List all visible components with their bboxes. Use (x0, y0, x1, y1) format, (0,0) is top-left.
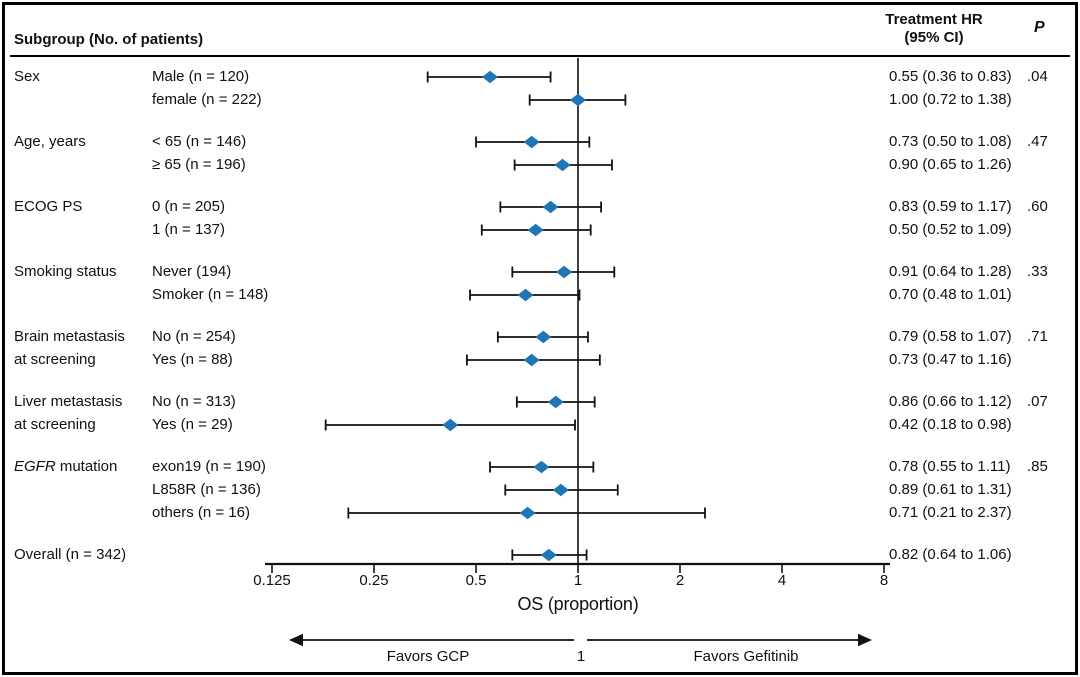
hr-ci-text: 1.00 (0.72 to 1.38) (889, 91, 1012, 108)
x-axis-title: OS (proportion) (517, 594, 639, 614)
hr-ci-text: 0.73 (0.50 to 1.08) (889, 133, 1012, 150)
hr-diamond-marker (554, 158, 571, 172)
x-axis-tick-label: 8 (879, 572, 889, 589)
row-label: Never (194) (152, 263, 232, 280)
row-label: others (n = 16) (152, 504, 250, 521)
hr-ci-text: 0.86 (0.66 to 1.12) (889, 393, 1012, 410)
hr-diamond-marker (519, 506, 536, 520)
x-axis-tick-label: 4 (777, 572, 787, 589)
group-label: Age, years (14, 133, 86, 150)
group-label: at screening (14, 351, 96, 368)
p-value-text: .07 (1027, 393, 1048, 410)
row-label: Smoker (n = 148) (152, 286, 269, 303)
header-separator-line (10, 55, 1070, 57)
group-label: Liver metastasis (14, 393, 123, 410)
hr-diamond-marker (542, 200, 559, 214)
row-label: female (n = 222) (152, 91, 262, 108)
group-label: ECOG PS (14, 198, 83, 215)
group-label: at screening (14, 416, 96, 433)
hr-ci-text: 0.83 (0.59 to 1.17) (889, 198, 1012, 215)
x-axis-tick-label: 2 (675, 572, 685, 589)
hr-ci-text: 0.55 (0.36 to 0.83) (889, 68, 1012, 85)
favors-left-arrowhead-icon (289, 633, 303, 647)
row-label: L858R (n = 136) (152, 481, 261, 498)
row-label: Male (n = 120) (152, 68, 250, 85)
p-value-text: .85 (1027, 458, 1048, 475)
hr-diamond-marker (570, 93, 586, 107)
row-label: Yes (n = 88) (152, 351, 233, 368)
hr-ci-text: 0.91 (0.64 to 1.28) (889, 263, 1012, 280)
row-label: 0 (n = 205) (152, 198, 225, 215)
hr-ci-text: 0.89 (0.61 to 1.31) (889, 481, 1012, 498)
p-value-text: .33 (1027, 263, 1048, 280)
hr-ci-text: 0.42 (0.18 to 0.98) (889, 416, 1012, 433)
row-label: Yes (n = 29) (152, 416, 233, 433)
hr-ci-text: 0.50 (0.52 to 1.09) (889, 221, 1012, 238)
p-value-header: P (1034, 19, 1045, 36)
p-value-text: .47 (1027, 133, 1048, 150)
group-label: Sex (14, 68, 40, 85)
hr-diamond-marker (535, 330, 552, 344)
hr-diamond-marker (442, 418, 459, 432)
hr-diamond-marker (547, 395, 564, 409)
hr-diamond-marker (523, 135, 540, 149)
row-label: 1 (n = 137) (152, 221, 225, 238)
hr-ci-text: 0.70 (0.48 to 1.01) (889, 286, 1012, 303)
group-label: Brain metastasis (14, 328, 125, 345)
group-label: Smoking status (14, 263, 117, 280)
hr-diamond-marker (552, 483, 569, 497)
p-value-text: .60 (1027, 198, 1048, 215)
hr-diamond-marker (517, 288, 534, 302)
treatment-hr-header-line1: Treatment HR (885, 11, 983, 28)
x-axis-tick-label: 0.5 (465, 572, 487, 589)
hr-diamond-marker (556, 265, 573, 279)
hr-ci-text: 0.71 (0.21 to 2.37) (889, 504, 1012, 521)
favors-gefitinib-label: Favors Gefitinib (693, 648, 799, 665)
row-label: < 65 (n = 146) (152, 133, 247, 150)
row-label: exon19 (n = 190) (152, 458, 266, 475)
subgroup-header: Subgroup (No. of patients) (14, 31, 204, 48)
p-value-text: .04 (1027, 68, 1048, 85)
x-axis-tick-label: 0.25 (359, 572, 389, 589)
treatment-hr-header: Treatment HR (95% CI) (854, 11, 1014, 47)
treatment-hr-header-line2: (95% CI) (904, 29, 964, 46)
x-axis-tick-label: 0.125 (253, 572, 291, 589)
row-label: No (n = 313) (152, 393, 236, 410)
hr-ci-text: 0.90 (0.65 to 1.26) (889, 156, 1012, 173)
p-value-text: .71 (1027, 328, 1048, 345)
hr-diamond-marker (527, 223, 544, 237)
hr-diamond-marker (523, 353, 540, 367)
hr-diamond-marker (482, 70, 499, 84)
x-axis-tick-label: 1 (573, 572, 583, 589)
favors-right-arrowhead-icon (858, 633, 872, 647)
row-label: ≥ 65 (n = 196) (152, 156, 246, 173)
hr-ci-text: 0.73 (0.47 to 1.16) (889, 351, 1012, 368)
group-label: EGFR mutation (14, 458, 118, 475)
hr-ci-text: 0.82 (0.64 to 1.06) (889, 546, 1012, 563)
group-label: Overall (n = 342) (14, 546, 127, 563)
favors-gcp-label: Favors GCP (386, 648, 470, 665)
hr-diamond-marker (540, 548, 557, 562)
hr-diamond-marker (533, 460, 550, 474)
hr-ci-text: 0.79 (0.58 to 1.07) (889, 328, 1012, 345)
hr-ci-text: 0.78 (0.55 to 1.11) (889, 458, 1011, 475)
row-label: No (n = 254) (152, 328, 236, 345)
favors-center-value: 1 (576, 648, 586, 665)
